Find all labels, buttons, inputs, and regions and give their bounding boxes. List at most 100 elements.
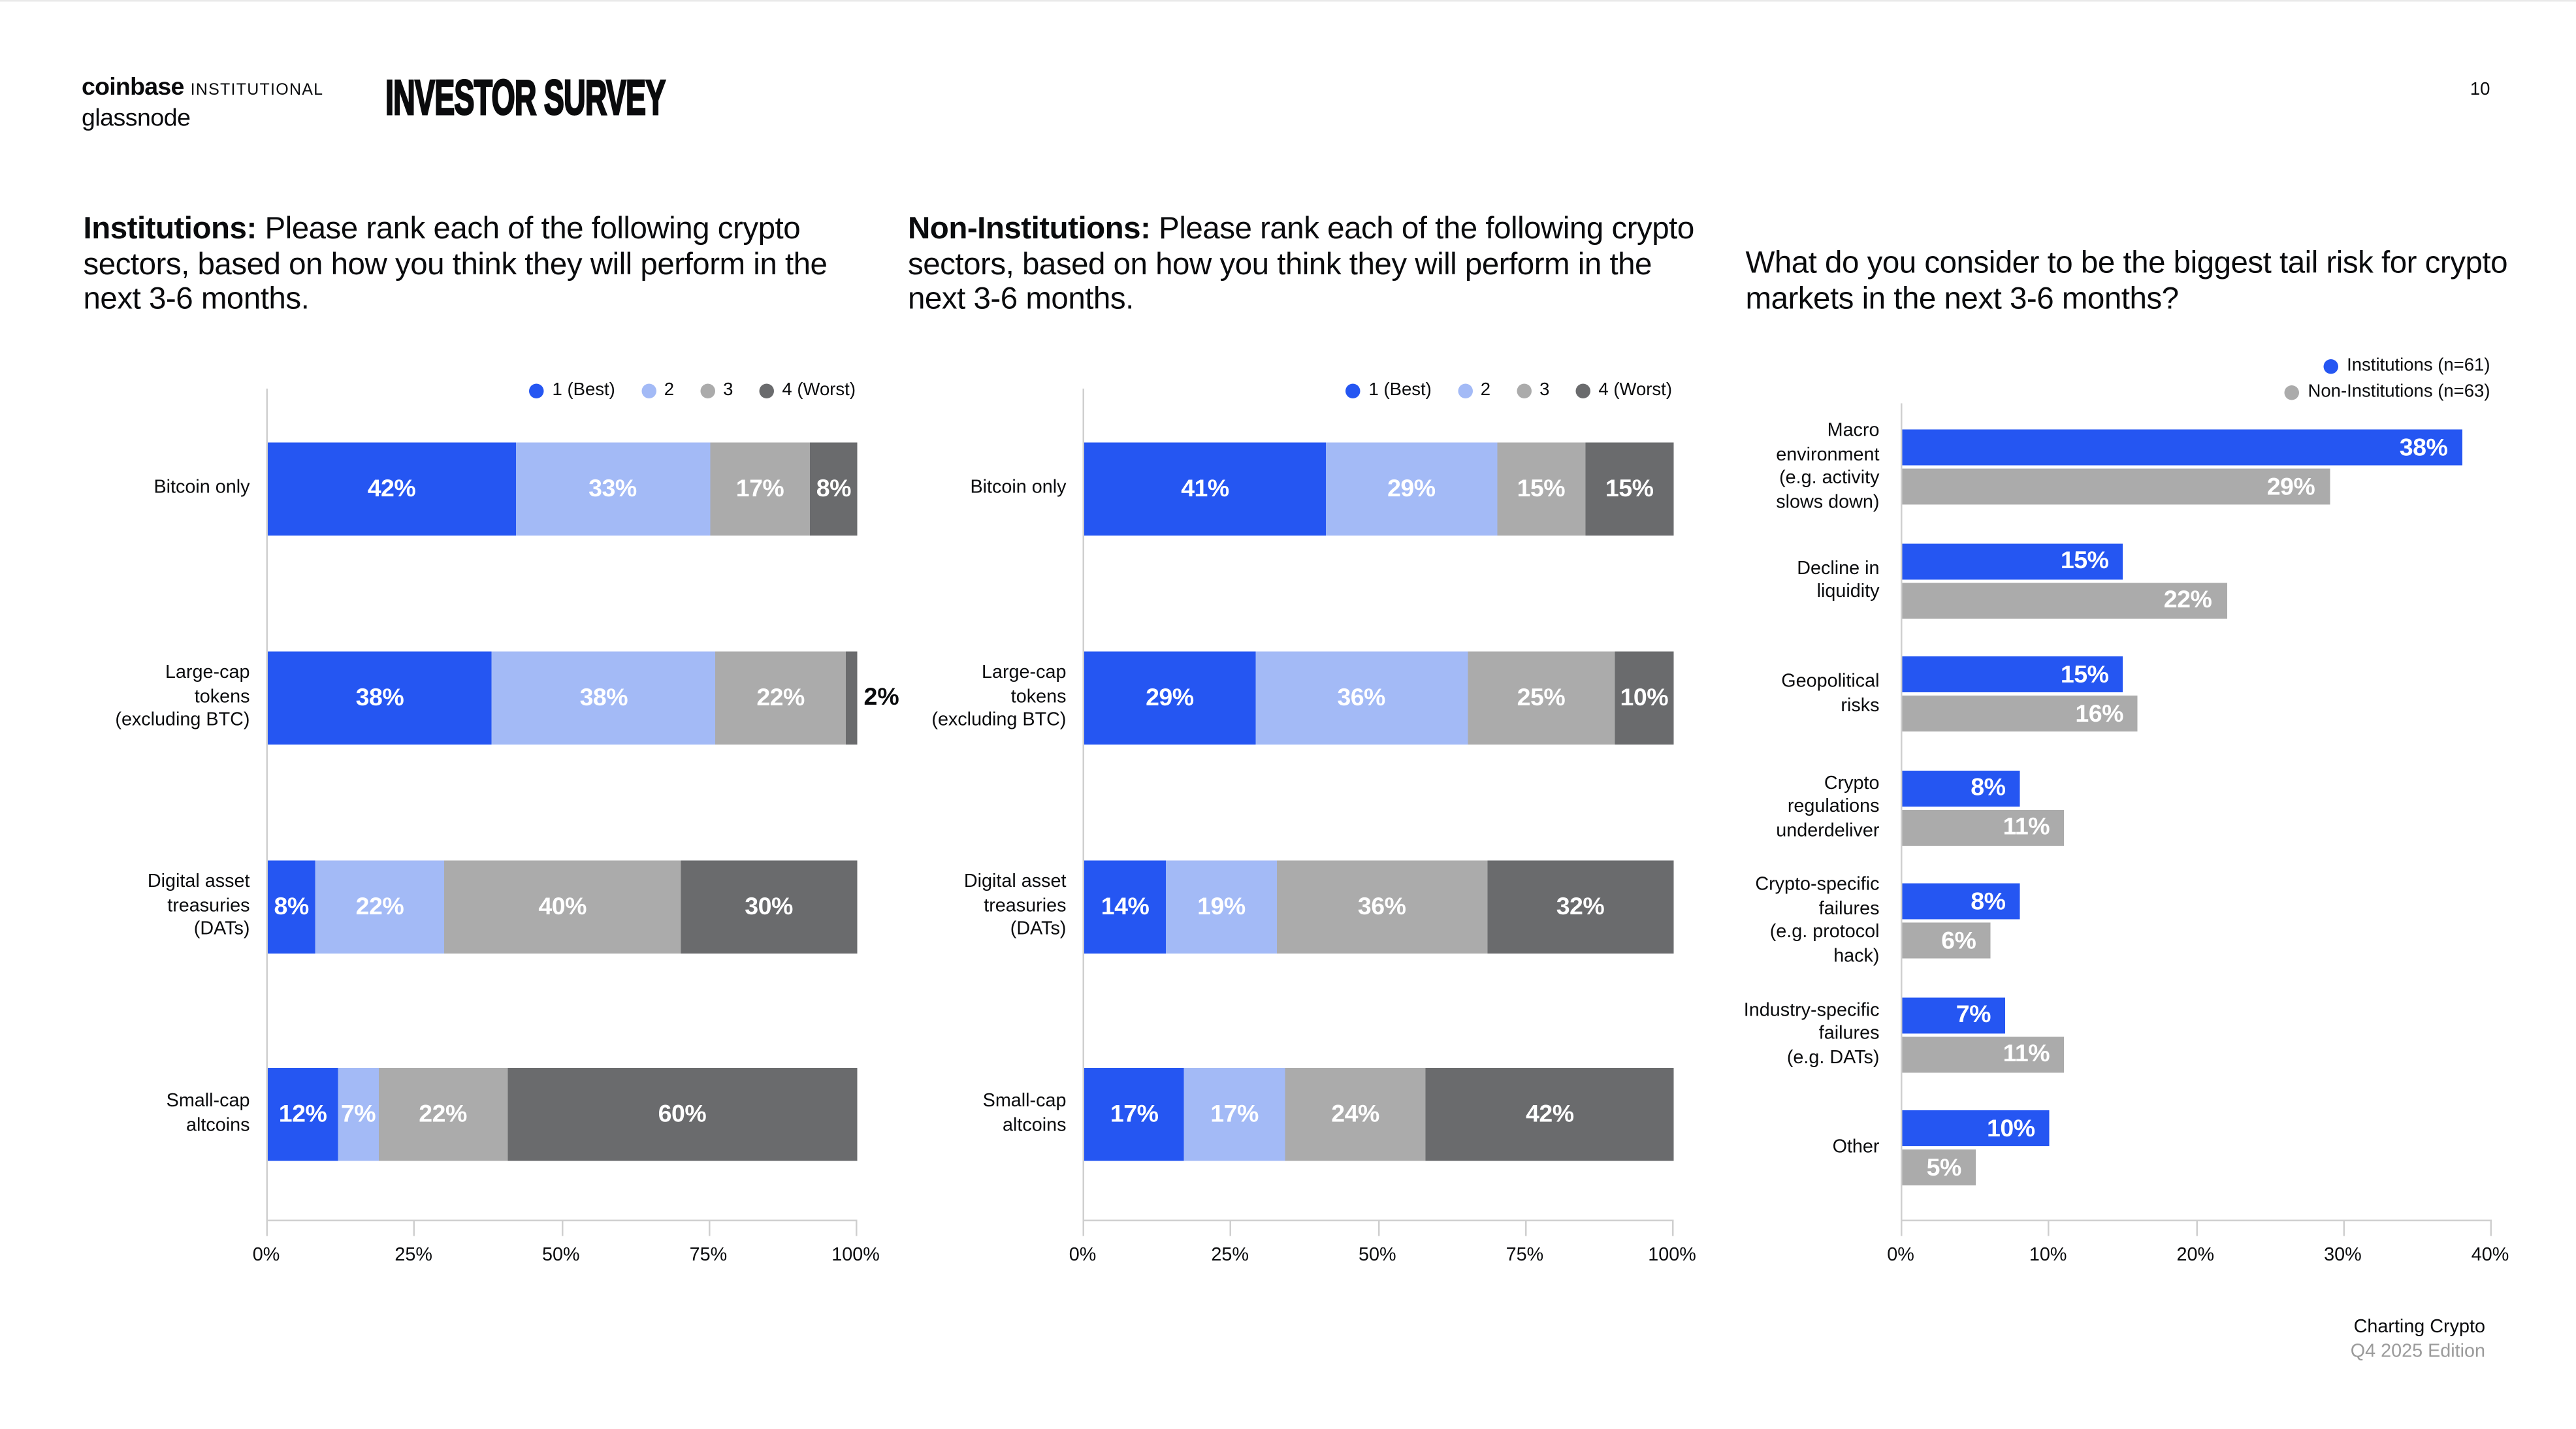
x-axis-tick: [1901, 1219, 1903, 1236]
bar-value-label: 22%: [756, 683, 805, 711]
bar-segment: 14%: [1084, 859, 1167, 953]
bar: 16%: [1902, 696, 2138, 731]
bar: 11%: [1902, 1036, 2065, 1072]
x-axis-tick-label: 25%: [394, 1245, 432, 1266]
bar-value-label: 30%: [745, 892, 793, 920]
category-label: Crypto-specific failures (e.g. protocol hac…: [1755, 875, 1880, 966]
legend-label: Institutions (n=61): [2347, 356, 2490, 376]
bar-value-label: 22%: [419, 1099, 467, 1128]
legend-item: 1 (Best): [529, 381, 615, 400]
bar-segment: 36%: [1255, 650, 1468, 744]
bar-segment: 7%: [338, 1067, 379, 1161]
bar: 15%: [1902, 656, 2123, 692]
x-axis-tick-label: 0%: [252, 1245, 280, 1266]
bar-value-label: 38%: [579, 683, 628, 711]
footer: Charting Crypto Q4 2025 Edition: [2351, 1316, 2485, 1365]
bar: 29%: [1902, 468, 2330, 505]
x-axis-tick-label: 50%: [541, 1245, 580, 1266]
bar-value-label: 8%: [274, 892, 309, 920]
chart-title: What do you consider to be the biggest t…: [1746, 247, 2526, 317]
stacked-bar: 14% 19% 36% 32%: [1084, 859, 1674, 953]
category-label: Decline in liquidity: [1797, 558, 1880, 602]
x-axis-tick-label: 20%: [2176, 1245, 2215, 1266]
x-axis-tick-label: 0%: [1069, 1245, 1097, 1266]
legend-dot-icon: [2285, 384, 2300, 400]
x-axis-tick-label: 40%: [2471, 1245, 2509, 1266]
bar-segment: 25%: [1467, 650, 1615, 744]
legend-item: 2: [641, 381, 674, 400]
legend-label: 2: [1480, 380, 1491, 400]
bar-value-label: 11%: [2003, 1040, 2050, 1068]
institutional-label: INSTITUTIONAL: [190, 82, 324, 100]
legend-dot-icon: [529, 383, 545, 398]
stacked-bar: 42% 33% 17% 8%: [268, 442, 858, 535]
legend-dot-icon: [700, 383, 715, 398]
bar-segment: 42%: [268, 442, 516, 535]
bar-value-label: 5%: [1926, 1153, 1962, 1181]
bar-value-label: 7%: [340, 1099, 376, 1128]
bar-value-label: 25%: [1517, 683, 1566, 711]
category-label: Bitcoin only: [153, 477, 250, 498]
bar-segment: 8%: [268, 859, 315, 953]
legend-dot-icon: [1517, 383, 1532, 398]
bar-value-label: 11%: [2003, 813, 2050, 841]
bar-value-label: 15%: [2060, 660, 2109, 688]
category-label: Digital asset treasuries (DATs): [963, 872, 1067, 940]
legend-item: Institutions (n=61): [2324, 356, 2490, 376]
chart-title-rest: Please rank each of the following crypto…: [83, 212, 828, 317]
category-label: Large-cap tokens (excluding BTC): [931, 663, 1067, 731]
bar-value-label: 8%: [816, 474, 852, 502]
bar-value-label: 10%: [1987, 1114, 2035, 1142]
bar-segment: 24%: [1284, 1067, 1426, 1161]
legend-label: Non-Institutions (n=63): [2308, 382, 2490, 402]
bar-value-label: 17%: [1110, 1099, 1159, 1128]
bar-value-label: 24%: [1331, 1099, 1379, 1128]
chart-title: Non-Institutions: Please rank each of th…: [908, 212, 1695, 317]
bar-segment: 29%: [1084, 650, 1255, 744]
x-axis-tick-label: 75%: [689, 1245, 728, 1266]
bar: 11%: [1902, 809, 2065, 845]
bar: 22%: [1902, 582, 2227, 618]
bar-segment: 17%: [1084, 1067, 1185, 1161]
y-axis-line: [1901, 403, 1903, 1236]
bar-value-label: 12%: [278, 1099, 327, 1128]
bar: 8%: [1902, 883, 2020, 920]
bar-value-label: 7%: [1956, 1001, 1991, 1029]
bar-value-label: 29%: [2266, 472, 2315, 501]
stacked-bar: 8% 22% 40% 30%: [268, 859, 858, 953]
x-axis-tick-label: 100%: [1648, 1245, 1696, 1266]
bar-value-label: 16%: [2075, 699, 2123, 728]
bar-value-label: 8%: [1971, 887, 2006, 916]
category-label: Small-cap altcoins: [166, 1091, 250, 1135]
stacked-bar: 38% 38% 22%: [268, 650, 858, 744]
x-axis-tick: [560, 1219, 563, 1236]
bar-segment: 33%: [515, 442, 710, 535]
bar-segment: 60%: [507, 1067, 858, 1161]
bar-value-label: 29%: [1146, 683, 1194, 711]
footer-title: Charting Crypto: [2353, 1317, 2485, 1338]
legend-item: 3: [700, 381, 733, 400]
chart-title-rest: What do you consider to be the biggest t…: [1745, 246, 2508, 316]
category-label: Geopolitical risks: [1781, 671, 1880, 715]
legend-item: Non-Institutions (n=63): [2285, 382, 2490, 402]
bar-value-label: 42%: [1526, 1099, 1574, 1128]
legend-dot-icon: [1457, 383, 1473, 398]
brand-logo: coinbase INSTITUTIONAL glassnode: [82, 74, 323, 133]
footer-edition: Q4 2025 Edition: [2350, 1342, 2485, 1362]
legend-label: 2: [664, 380, 675, 400]
bar-value-label: 38%: [2399, 433, 2448, 462]
legend-label: 3: [1539, 380, 1550, 400]
category-label: Macro environment (e.g. activity slows down…: [1776, 421, 1880, 512]
x-axis-tick: [1230, 1219, 1232, 1236]
x-axis-tick: [1524, 1219, 1526, 1236]
x-axis-tick: [1082, 1219, 1084, 1236]
legend-dot-icon: [1575, 383, 1590, 398]
bar: 7%: [1902, 997, 2006, 1033]
legend-dot-icon: [1345, 383, 1361, 398]
bar-segment: 40%: [444, 859, 681, 953]
bar-value-label: 36%: [1337, 683, 1385, 711]
category-label: Bitcoin only: [970, 477, 1067, 498]
x-axis-tick-label: 75%: [1505, 1245, 1544, 1266]
bar-segment: 15%: [1585, 442, 1674, 535]
